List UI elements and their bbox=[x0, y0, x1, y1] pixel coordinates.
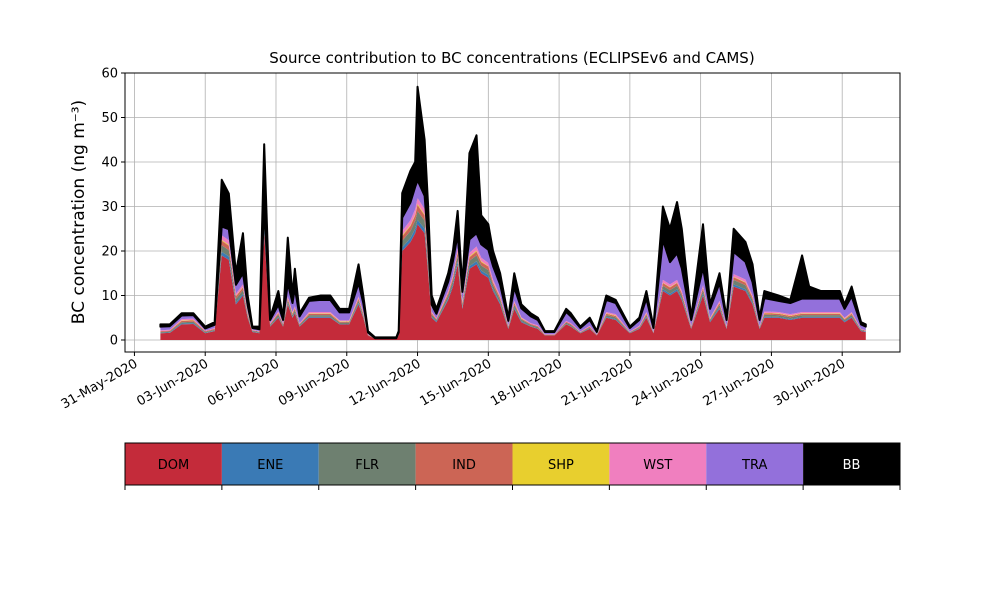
legend-frame bbox=[124, 442, 901, 486]
chart-title: Source contribution to BC concentrations… bbox=[269, 49, 754, 67]
legend-swatch bbox=[318, 443, 416, 485]
legend-swatch bbox=[609, 443, 707, 485]
legend-swatch bbox=[706, 443, 804, 485]
y-tick-label: 40 bbox=[101, 155, 118, 170]
legend-swatch bbox=[415, 443, 513, 485]
legend-label: BB bbox=[843, 458, 861, 473]
y-tick-label: 50 bbox=[101, 111, 118, 126]
y-axis-label: BC concentration (ng m⁻³) bbox=[69, 100, 89, 324]
y-tick-label: 0 bbox=[110, 333, 118, 348]
plot-frame bbox=[124, 72, 901, 353]
legend-label: TRA bbox=[741, 458, 767, 473]
y-tick-label: 10 bbox=[101, 289, 118, 304]
y-tick-label: 30 bbox=[101, 200, 118, 215]
legend-label: IND bbox=[452, 458, 476, 473]
legend-swatch bbox=[803, 443, 900, 485]
y-tick-label: 20 bbox=[101, 244, 118, 259]
legend-label: WST bbox=[643, 458, 672, 473]
legend-swatch bbox=[221, 443, 319, 485]
legend-label: ENE bbox=[257, 458, 283, 473]
legend-swatch bbox=[512, 443, 610, 485]
legend-label: SHP bbox=[548, 458, 574, 473]
area-dom bbox=[160, 224, 866, 340]
legend-label: DOM bbox=[158, 458, 189, 473]
y-tick-label: 60 bbox=[101, 67, 118, 82]
legend-label: FLR bbox=[355, 458, 379, 473]
legend-swatch bbox=[125, 443, 222, 485]
area-bb bbox=[159, 85, 867, 340]
